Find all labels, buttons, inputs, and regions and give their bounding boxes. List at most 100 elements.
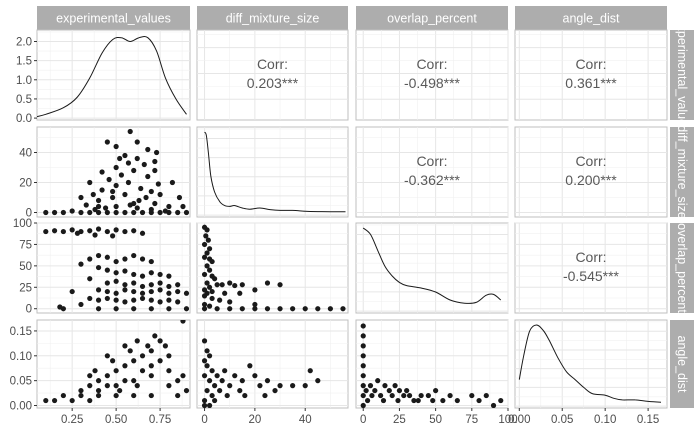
scatter-point [131,306,137,312]
scatter-point [277,282,283,288]
scatter-point [141,161,147,168]
row-strip-experimental_values [670,30,694,120]
scatter-point [78,209,84,216]
scatter-point [175,282,181,288]
corr-label: Corr: [257,56,288,72]
scatter-point [148,258,154,265]
scatter-point [239,282,245,288]
panel-2-1 [196,222,349,314]
scatter-point [206,246,213,252]
scatter-point [113,209,119,216]
scatter-point [392,383,398,389]
panel-content [362,227,502,304]
panel-content [37,36,187,118]
scatter-point [363,387,369,394]
panel-2-3: Corr: -0.545*** [514,222,668,314]
scatter-point [113,297,119,303]
scatter-point [237,290,243,296]
scatter-point [87,295,93,302]
scatter-point [157,287,163,293]
scatter-point [148,282,154,288]
scatter-point [375,378,381,384]
scatter-point [201,301,208,308]
scatter-point [157,209,163,216]
panel-grid [515,127,667,217]
scatter-point [113,203,119,210]
panel-grid [197,320,348,408]
scatter-point [87,179,93,186]
scatter-point [131,200,137,207]
column-strip-angle_dist [515,6,667,30]
scatter-point [206,378,213,384]
column-strip-label: diff_mixture_size [226,12,320,26]
corr-label: Corr: [575,249,606,265]
scatter-point [69,227,75,233]
corr-value: -0.498*** [404,75,461,91]
scatter-point [113,306,119,312]
scatter-point [386,387,392,394]
scatter-point [411,397,417,404]
panel-background [196,319,349,409]
scatter-point [327,306,333,312]
density-line-angle_dist [518,324,662,403]
scatter-point [117,387,123,394]
scatter-point [131,358,137,364]
scatter-point [148,392,154,399]
row-strip-label: angle_dist [675,336,689,394]
panel-grid [37,320,190,408]
scatter-point [104,280,110,286]
scatter-point [201,402,208,408]
x-tick-label: 0 [360,414,366,426]
y-tick-label: 0.05 [10,376,32,388]
scatter-point [252,306,258,312]
scatter-point [157,338,163,344]
panel-3-2 [355,319,509,409]
scatter-point [127,128,133,135]
panel-grid [197,222,348,313]
scatter-point [78,392,84,399]
scatter-point [78,301,84,308]
scatter-point [214,306,220,312]
scatter-point [139,368,146,374]
scatter-point [95,392,102,399]
scatter-point [166,306,172,312]
scatter-point [247,363,253,369]
panel-1-0 [36,126,191,218]
scatter-point [148,270,154,276]
scatter-point [201,397,208,404]
scatter-point [110,188,116,195]
scatter-point [148,363,154,369]
scatter-point [138,185,144,192]
x-tick-label: 0.05 [551,414,573,426]
corr-value: 0.203*** [247,75,299,91]
scatter-point [415,397,421,404]
scatter-point [360,333,366,339]
panel-content [43,320,190,404]
panel-content [201,224,346,312]
scatter-point [122,152,128,159]
scatter-point [102,205,109,211]
scatter-point [95,197,102,204]
scatter-point [183,290,190,296]
column-strip-diff_mixture_size [197,6,348,30]
scatter-point [183,306,190,312]
scatter-point [205,237,211,243]
scatter-point [122,378,128,384]
scatter-point [60,392,66,399]
scatter-point [60,228,66,235]
scatter-point [152,200,158,207]
scatter-point [204,250,210,256]
scatter-point [201,254,208,260]
scatter-point [469,392,475,399]
x-tick-label: 0.00 [508,414,530,426]
scatter-point [204,348,210,354]
x-tick-label: 0.25 [61,414,83,426]
scatter-point [43,209,49,216]
scatter-point [206,284,213,290]
scatter-point [201,241,208,248]
scatter-point [157,271,163,278]
scatter-point [134,139,140,145]
scatter-point [113,164,119,171]
scatter-point [104,353,110,359]
scatter-point [166,283,172,290]
